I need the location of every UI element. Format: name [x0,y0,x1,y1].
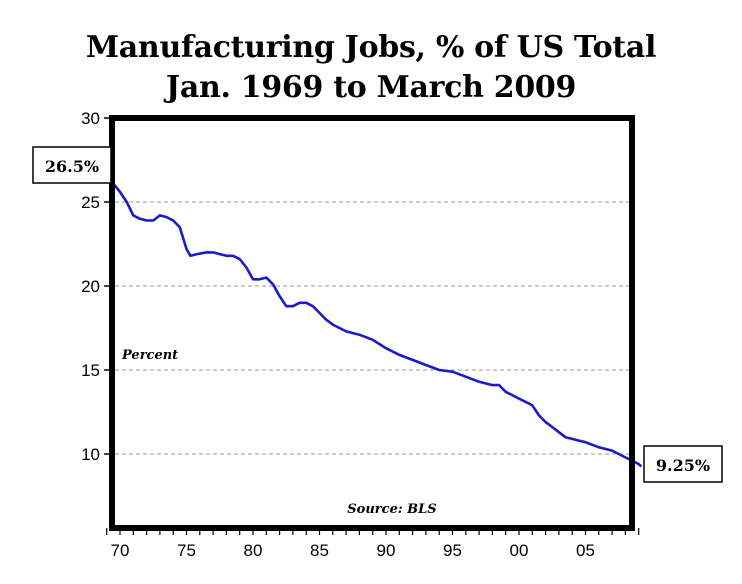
chart-subtitle: Jan. 1969 to March 2009 [165,70,577,105]
x-tick-label: 85 [310,541,329,560]
start-value-label: 26.5% [45,157,99,176]
y-tick-label: 25 [81,193,100,212]
start-value-callout: 26.5% [32,146,112,184]
chart-title: Manufacturing Jobs, % of US Total [85,30,657,65]
plot-frame [109,115,635,531]
data-line [105,175,643,468]
unit-label: Percent [121,348,178,363]
gridlines [115,201,629,455]
x-tick-label: 75 [177,541,196,560]
y-tick-label: 10 [81,445,100,464]
source-label: Source: BLS [347,502,436,517]
x-tick-label: 80 [244,541,263,560]
y-tick-label: 30 [81,109,100,128]
y-axis: 10 15 20 25 30 [81,109,112,464]
x-axis: 70 75 80 85 90 95 00 05 [106,528,640,560]
y-tick-label: 20 [81,277,100,296]
x-tick-label: 70 [111,541,130,560]
end-value-label: 9.25% [656,456,710,475]
x-tick-label: 00 [510,541,529,560]
end-value-callout: 9.25% [643,445,723,483]
x-tick-label: 05 [576,541,595,560]
y-tick-label: 15 [81,361,100,380]
x-tick-label: 90 [377,541,396,560]
x-tick-label: 95 [443,541,462,560]
